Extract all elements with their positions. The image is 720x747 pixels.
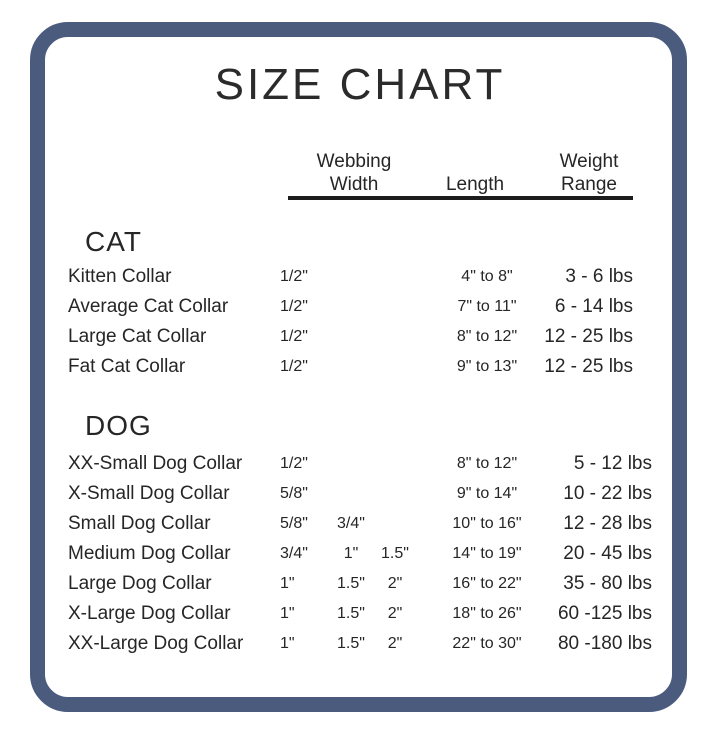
table-row-xx-large-dog-collar: XX-Large Dog Collar 1" 1.5" 2" 22" to 30… [0,629,720,659]
table-row-x-small-dog-collar: X-Small Dog Collar 5/8" 9" to 14" 10 - 2… [0,479,720,509]
webbing-width-1: 1" [280,605,295,622]
length-value: 16" to 22" [452,575,522,592]
card-border [30,22,687,712]
row-label: Large Dog Collar [68,573,212,594]
cat-table: Kitten Collar 1/2" 4" to 8" 3 - 6 lbs Av… [0,262,720,382]
row-label: Large Cat Collar [68,326,207,347]
row-label: XX-Large Dog Collar [68,633,244,654]
webbing-width-1: 1" [280,575,295,592]
weight-range-value: 20 - 45 lbs [563,543,652,564]
length-value: 18" to 26" [452,605,522,622]
length-value: 4" to 8" [461,268,513,285]
length-value: 10" to 16" [452,515,522,532]
weight-range-value: 3 - 6 lbs [565,266,633,287]
length-value: 7" to 11" [457,298,517,315]
webbing-width-3: 2" [387,635,403,652]
length-value: 22" to 30" [452,635,522,652]
weight-range-value: 12 - 25 lbs [544,326,633,347]
table-row-kitten-collar: Kitten Collar 1/2" 4" to 8" 3 - 6 lbs [0,262,720,292]
row-label: X-Small Dog Collar [68,483,230,504]
webbing-width-3: 2" [387,575,403,592]
webbing-width-2: 3/4" [337,515,365,532]
row-label: Kitten Collar [68,266,172,287]
webbing-width-2: 1.5" [337,635,365,652]
row-label: X-Large Dog Collar [68,603,231,624]
row-label: Average Cat Collar [68,296,229,317]
row-label: XX-Small Dog Collar [68,453,243,474]
weight-range-value: 10 - 22 lbs [563,483,652,504]
webbing-width-1: 1/2" [280,328,308,345]
section-title-cat: CAT [85,226,142,257]
table-row-small-dog-collar: Small Dog Collar 5/8" 3/4" 10" to 16" 12… [0,509,720,539]
weight-range-value: 12 - 25 lbs [544,356,633,377]
webbing-width-1: 1" [280,635,295,652]
webbing-width-1: 1/2" [280,358,308,375]
row-label: Fat Cat Collar [68,356,186,377]
length-value: 8" to 12" [456,455,518,472]
column-header-webbing-width: Webbing Width [316,151,392,195]
webbing-width-1: 3/4" [280,545,308,562]
webbing-width-1: 1/2" [280,268,308,285]
section-title-dog: DOG [85,410,152,441]
webbing-width-1: 1/2" [280,298,308,315]
table-row-medium-dog-collar: Medium Dog Collar 3/4" 1" 1.5" 14" to 19… [0,539,720,569]
length-value: 9" to 13" [456,358,518,375]
weight-range-value: 35 - 80 lbs [563,573,652,594]
webbing-width-2: 1.5" [337,605,365,622]
table-row-average-cat-collar: Average Cat Collar 1/2" 7" to 11" 6 - 14… [0,292,720,322]
table-row-fat-cat-collar: Fat Cat Collar 1/2" 9" to 13" 12 - 25 lb… [0,352,720,382]
weight-range-value: 5 - 12 lbs [573,453,652,474]
row-label: Medium Dog Collar [68,543,231,564]
table-row-x-large-dog-collar: X-Large Dog Collar 1" 1.5" 2" 18" to 26"… [0,599,720,629]
column-header-length: Length [445,174,505,195]
column-header-weight-range: Weight Range [559,151,619,195]
webbing-width-3: 2" [387,605,403,622]
table-row-large-cat-collar: Large Cat Collar 1/2" 8" to 12" 12 - 25 … [0,322,720,352]
webbing-width-1: 5/8" [280,485,308,502]
header-underline [288,196,633,200]
webbing-width-2: 1.5" [337,575,365,592]
length-value: 9" to 14" [456,485,518,502]
weight-range-value: 80 -180 lbs [557,633,652,654]
webbing-width-1: 5/8" [280,515,308,532]
length-value: 8" to 12" [456,328,518,345]
row-label: Small Dog Collar [68,513,211,534]
webbing-width-1: 1/2" [280,455,308,472]
page-title: SIZE CHART [214,60,506,109]
webbing-width-3: 1.5" [381,545,409,562]
length-value: 14" to 19" [452,545,522,562]
table-row-large-dog-collar: Large Dog Collar 1" 1.5" 2" 16" to 22" 3… [0,569,720,599]
weight-range-value: 12 - 28 lbs [563,513,652,534]
weight-range-value: 6 - 14 lbs [554,296,633,317]
table-row-xx-small-dog-collar: XX-Small Dog Collar 1/2" 8" to 12" 5 - 1… [0,449,720,479]
dog-table: XX-Small Dog Collar 1/2" 8" to 12" 5 - 1… [0,449,720,659]
webbing-width-2: 1" [343,545,359,562]
weight-range-value: 60 -125 lbs [557,603,652,624]
